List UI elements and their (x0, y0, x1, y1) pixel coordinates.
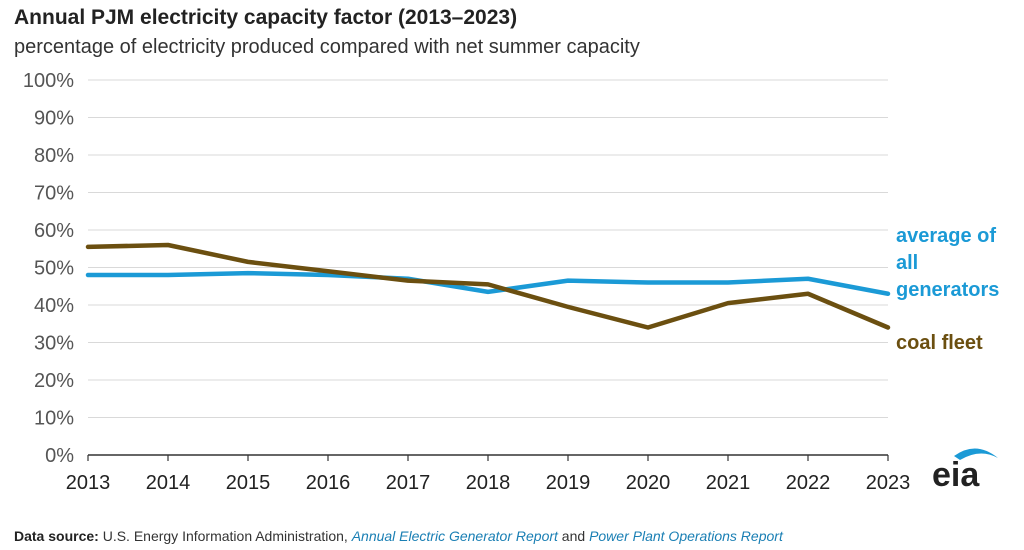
chart-title: Annual PJM electricity capacity factor (… (14, 6, 518, 29)
series-line-0 (85, 270, 891, 296)
x-tick-label: 2021 (706, 472, 751, 494)
y-tick-label: 20% (34, 370, 74, 392)
series-line-1 (85, 242, 891, 330)
x-axis-ticks: 2013 2014 2015 2016 2017 2018 2019 2020 2021 2022… (66, 455, 911, 494)
y-tick-label: 50% (34, 258, 74, 280)
x-tick-label: 2020 (626, 472, 671, 494)
y-tick-label: 90% (34, 108, 74, 130)
x-tick-label: 2013 (66, 472, 111, 494)
x-tick-label: 2017 (386, 472, 431, 494)
y-tick-label: 70% (34, 183, 74, 205)
y-tick-label: 0% (45, 445, 74, 467)
x-tick-label: 2014 (146, 472, 191, 494)
x-tick-label: 2022 (786, 472, 831, 494)
y-tick-label: 30% (34, 333, 74, 355)
y-tick-label: 100% (23, 70, 74, 92)
y-tick-label: 60% (34, 220, 74, 242)
chart-subtitle: percentage of electricity produced compa… (14, 36, 640, 58)
source-report-2[interactable]: Power Plant Operations Report (589, 528, 783, 544)
y-tick-label: 80% (34, 145, 74, 167)
series-lines (85, 242, 891, 330)
eia-logo-text: eia (932, 456, 980, 490)
source-report-1[interactable]: Annual Electric Generator Report (351, 528, 558, 544)
eia-logo: eia (924, 444, 1000, 494)
x-tick-label: 2015 (226, 472, 271, 494)
x-tick-label: 2019 (546, 472, 591, 494)
x-tick-label: 2018 (466, 472, 511, 494)
source-label: Data source: (14, 528, 99, 544)
series-labels: average of all generators coal fleet (896, 225, 999, 354)
y-axis-ticks: 0% 10% 20% 30% 40% 50% 60% 70% 80% 90% 100% (23, 70, 74, 467)
series-label: generators (896, 279, 999, 301)
series-label: all (896, 252, 918, 274)
data-source: Data source: U.S. Energy Information Adm… (14, 528, 783, 544)
series-label: coal fleet (896, 332, 983, 354)
y-tick-label: 40% (34, 295, 74, 317)
x-tick-label: 2016 (306, 472, 351, 494)
x-tick-label: 2023 (866, 472, 911, 494)
gridlines (88, 79, 888, 456)
y-tick-label: 10% (34, 408, 74, 430)
series-label: average of (896, 225, 996, 247)
